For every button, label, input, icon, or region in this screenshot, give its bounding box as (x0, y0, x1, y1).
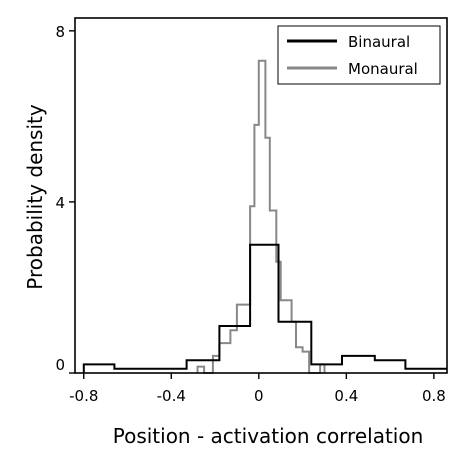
x-tick-label: -0.4 (157, 387, 186, 405)
plot-frame (74, 17, 448, 374)
y-tick-label: 8 (55, 23, 65, 41)
legend-box (277, 25, 441, 85)
x-tick-label: 0.8 (422, 387, 446, 405)
legend: Binaural Monaural (277, 25, 441, 85)
x-axis: -0.8 -0.4 0 0.4 0.8 (69, 373, 446, 405)
series-layer (82, 59, 447, 374)
legend-label-binaural: Binaural (348, 33, 410, 51)
y-axis-title: Probability density (23, 104, 47, 290)
y-axis: 0 4 8 (55, 23, 75, 374)
y-tick-label: 0 (55, 356, 65, 374)
y-tick-label: 4 (55, 194, 65, 212)
x-tick-label: -0.8 (69, 387, 98, 405)
x-tick-label: 0 (254, 387, 264, 405)
x-axis-title: Position - activation correlation (113, 424, 424, 448)
series-binaural (82, 243, 447, 373)
legend-label-monaural: Monaural (348, 60, 418, 78)
x-tick-label: 0.4 (334, 387, 358, 405)
